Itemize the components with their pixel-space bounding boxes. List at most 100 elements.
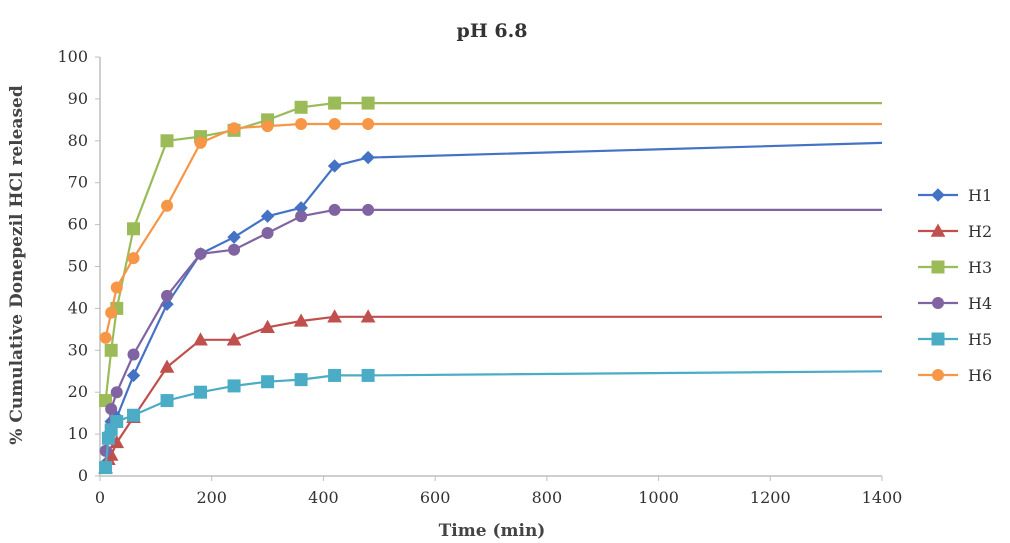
data-point-h5 [227, 379, 241, 393]
data-point-h1 [260, 209, 275, 223]
y-tick-label: 10 [68, 424, 88, 443]
data-point-h2 [360, 309, 376, 323]
data-point-h4 [161, 289, 174, 302]
data-point-h1 [361, 150, 375, 165]
data-point-h6 [110, 281, 123, 294]
x-tick-label: 800 [532, 488, 563, 507]
data-point-h4 [261, 226, 274, 239]
data-point-h3 [160, 134, 174, 148]
series-h4 [99, 203, 882, 457]
legend-label: H2 [968, 222, 992, 241]
data-point-h3 [104, 343, 118, 357]
y-tick-label: 40 [68, 298, 88, 317]
data-point-h5 [110, 415, 124, 429]
data-point-h6 [228, 122, 241, 135]
data-point-h6 [161, 199, 174, 212]
y-tick-label: 0 [78, 466, 88, 485]
legend-item-h6: H6 [918, 366, 992, 385]
series-line-h6 [104, 122, 882, 338]
data-point-h6 [99, 331, 112, 344]
legend: H1 H2 H3 H4 H5 H6 [918, 186, 992, 385]
legend-marker [931, 332, 945, 346]
series-h5 [99, 368, 883, 475]
y-tick-label: 50 [68, 257, 88, 276]
series-line-h2 [104, 315, 882, 468]
x-tick-label: 1000 [638, 488, 679, 507]
data-point-h6 [362, 118, 375, 131]
legend-item-h5: H5 [918, 330, 992, 349]
y-tick-label: 100 [57, 47, 88, 66]
data-point-h6 [261, 120, 274, 133]
series-h6 [99, 118, 882, 344]
data-point-h4 [228, 243, 241, 256]
data-point-h4 [328, 203, 341, 216]
y-tick-label: 30 [68, 340, 88, 359]
x-tick-label: 200 [196, 488, 227, 507]
x-tick-label: 400 [308, 488, 339, 507]
x-tick-label: 1400 [862, 488, 903, 507]
legend-label: H4 [968, 294, 992, 313]
legend-marker [931, 260, 945, 274]
data-point-h2 [226, 332, 242, 346]
data-point-h5 [127, 408, 141, 422]
data-point-h2 [193, 332, 208, 346]
data-point-h2 [327, 309, 342, 323]
data-point-h6 [328, 118, 341, 131]
legend-item-h4: H4 [918, 294, 992, 313]
legend-label: H6 [968, 366, 992, 385]
data-point-h5 [194, 385, 208, 399]
data-point-h5 [160, 394, 174, 408]
legend-marker [932, 297, 944, 309]
y-tick-label: 80 [68, 131, 88, 150]
data-point-h4 [194, 247, 207, 260]
data-point-h1 [227, 230, 241, 244]
data-point-h4 [99, 444, 112, 457]
y-tick-label: 90 [68, 89, 88, 108]
y-tick-label: 60 [68, 215, 88, 234]
series-line-h5 [104, 370, 883, 468]
data-point-h6 [127, 252, 140, 265]
legend-marker [930, 223, 946, 237]
data-point-h2 [260, 319, 275, 333]
data-point-h5 [99, 461, 113, 475]
legend-item-h1: H1 [918, 186, 992, 205]
chart-title: pH 6.8 [457, 20, 528, 42]
legend-label: H1 [968, 186, 992, 205]
series-h2 [98, 309, 882, 474]
x-tick-label: 1200 [750, 488, 791, 507]
data-point-h3 [361, 96, 375, 110]
legend-marker [932, 369, 944, 381]
y-axis-title: % Cumulative Donepezil HCl released [7, 85, 27, 445]
data-point-h5 [294, 373, 308, 387]
data-point-h6 [295, 118, 308, 131]
data-point-h1 [126, 368, 141, 383]
legend-label: H3 [968, 258, 992, 277]
data-point-h1 [327, 159, 342, 173]
data-point-h6 [105, 306, 118, 319]
x-axis-title: Time (min) [439, 521, 546, 541]
x-tick-label: 600 [420, 488, 451, 507]
data-point-h4 [295, 210, 308, 223]
data-point-h2 [293, 313, 309, 327]
data-point-h6 [194, 136, 207, 149]
data-point-h4 [110, 386, 123, 399]
series-layer [98, 96, 883, 475]
data-point-h4 [105, 402, 118, 415]
data-point-h2 [159, 359, 175, 373]
legend-label: H5 [968, 330, 992, 349]
data-point-h3 [328, 96, 342, 110]
legend-item-h2: H2 [918, 222, 992, 241]
data-point-h5 [261, 375, 275, 389]
series-line-h1 [104, 141, 883, 464]
y-tick-label: 70 [68, 173, 88, 192]
legend-marker [931, 188, 945, 202]
x-tick-label: 0 [95, 488, 105, 507]
data-point-h3 [294, 100, 308, 114]
data-point-h3 [127, 222, 141, 236]
series-h1 [98, 141, 883, 471]
data-point-h4 [362, 203, 375, 216]
series-line-h4 [104, 208, 882, 452]
data-point-h5 [361, 368, 375, 382]
